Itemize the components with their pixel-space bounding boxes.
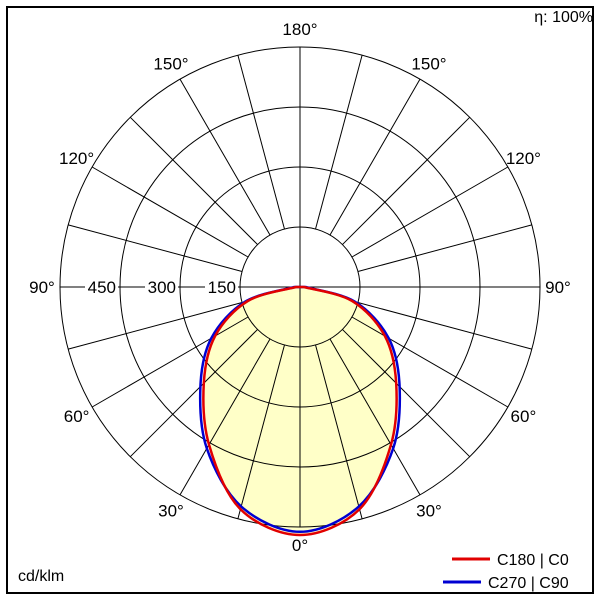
angle-label: 30°: [416, 501, 442, 520]
grid-spoke: [179, 338, 271, 496]
angle-label: 60°: [511, 407, 537, 426]
axis-labels: 0° 30° 30° 60° 60° 90° 90° 120° 120° 150° 150° 180°…: [29, 20, 571, 555]
unit-label: cd/klm: [18, 568, 64, 585]
grid-spoke: [68, 224, 243, 272]
angle-label: 120°: [59, 149, 94, 168]
angle-label: 180°: [282, 20, 317, 39]
curve-c270-c90: [198, 285, 402, 534]
angle-label: 90°: [545, 278, 571, 297]
grid-spoke: [91, 316, 249, 408]
radial-tick-backing: [85, 279, 118, 296]
grid-spoke: [357, 302, 532, 350]
border-frame: [6, 6, 594, 594]
grid-spoke: [91, 166, 249, 258]
grid-spoke: [129, 329, 258, 458]
grid-spoke: [129, 116, 258, 245]
angle-label: 60°: [64, 407, 90, 426]
grid-spoke: [315, 55, 363, 230]
legend-label-c90: C270 | C90: [488, 575, 569, 592]
angle-label: 120°: [506, 149, 541, 168]
grid-spoke: [342, 329, 471, 458]
radial-tick-label: 450: [88, 278, 116, 297]
angle-label: 150°: [411, 55, 446, 74]
grid-spoke: [357, 224, 532, 272]
grid-spoke: [237, 55, 285, 230]
grid-spoke: [329, 78, 421, 236]
legend-label-c0: C180 | C0: [497, 552, 569, 569]
radial-tick-label: 300: [148, 278, 176, 297]
grid-spoke: [179, 78, 271, 236]
angle-label: 150°: [153, 55, 188, 74]
grid-spoke: [351, 316, 509, 408]
radial-tick-backing: [145, 279, 178, 296]
angle-label: 0°: [292, 536, 308, 555]
angle-label: 90°: [29, 278, 55, 297]
curve-c180-c0: [202, 285, 398, 537]
legend: C180 | C0 C270 | C90: [443, 552, 569, 592]
grid-spoke: [237, 344, 285, 519]
polar-grid: [59, 46, 541, 528]
grid-spoke: [68, 302, 243, 350]
efficiency-label: η: 100%: [534, 9, 593, 26]
radial-tick-label: 150: [208, 278, 236, 297]
distribution-curves: [198, 285, 402, 537]
grid-spoke: [351, 166, 509, 258]
angle-label: 30°: [158, 501, 184, 520]
radial-tick-backing: [205, 279, 238, 296]
grid-spoke: [329, 338, 421, 496]
grid-spoke: [342, 116, 471, 245]
grid-spoke: [315, 344, 363, 519]
